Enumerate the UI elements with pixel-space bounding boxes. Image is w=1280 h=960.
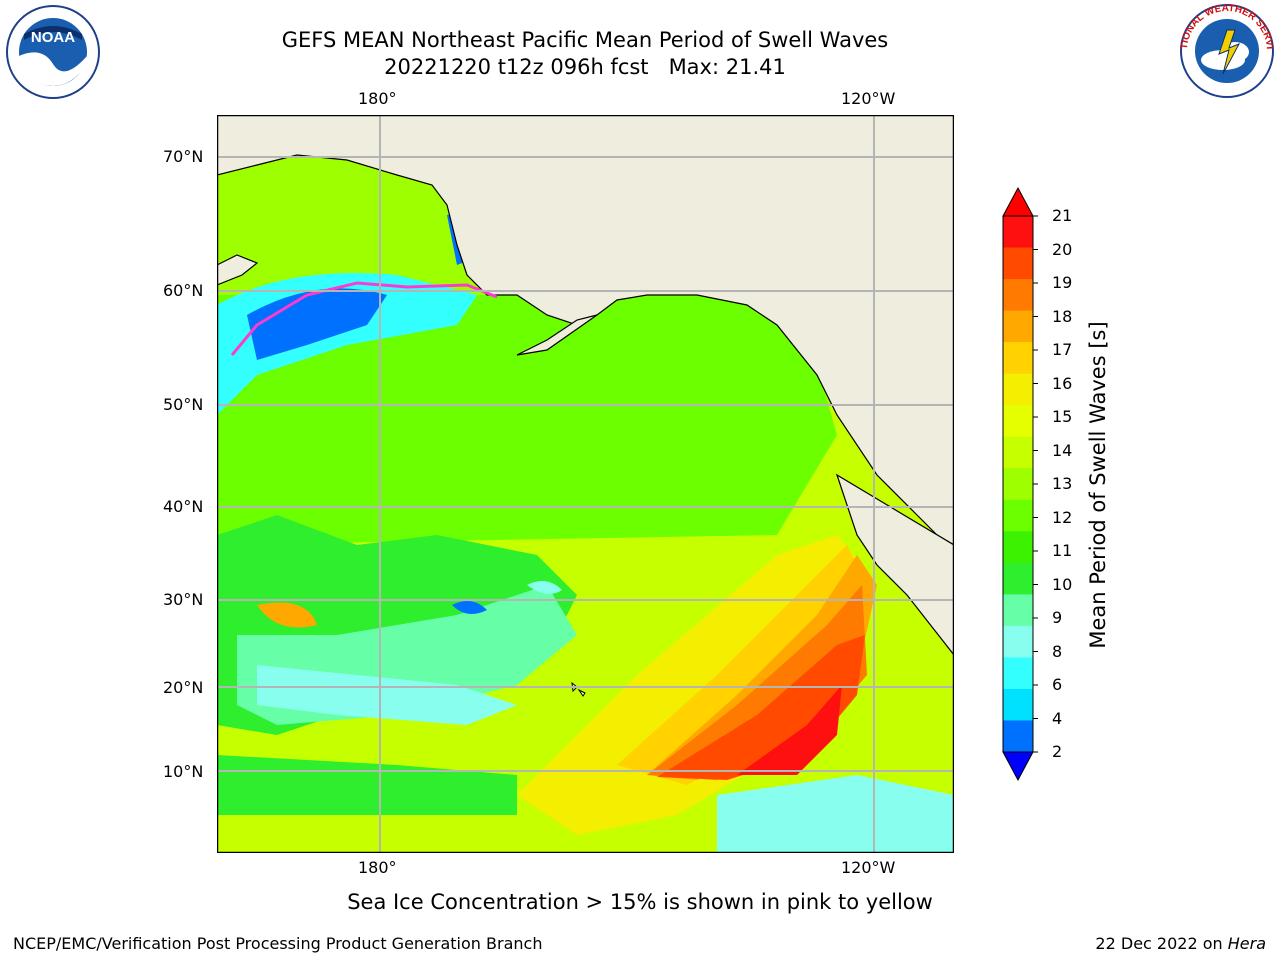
colorbar-tick-label: 19 bbox=[1052, 273, 1073, 292]
colorbar-tick-label: 16 bbox=[1052, 373, 1073, 393]
colorbar-band bbox=[1003, 468, 1033, 501]
lon-label-bottom-180: 180° bbox=[358, 858, 397, 877]
sea-ice-caption-text: Sea Ice Concentration > 15% is shown in … bbox=[347, 890, 933, 914]
noaa-logo-text: NOAA bbox=[31, 29, 75, 46]
colorbar-extend-bottom bbox=[1002, 751, 1034, 782]
field-region-bering-low bbox=[247, 288, 387, 360]
colorbar-tick-label: 17 bbox=[1052, 340, 1073, 359]
colorbar-band bbox=[1003, 216, 1033, 249]
colorbar-tick-label: 14 bbox=[1052, 440, 1073, 460]
field-region-cyan-band bbox=[257, 665, 517, 725]
field-patch-subtropical-low bbox=[452, 601, 487, 614]
field-region-tropical-east bbox=[717, 775, 954, 853]
colorbar-band bbox=[1003, 279, 1033, 312]
lat-label-20n: 20°N bbox=[163, 678, 204, 697]
colorbar-extend-top bbox=[1002, 186, 1034, 217]
colorbar-tick-label: 21 bbox=[1052, 206, 1073, 225]
sea-ice-edge bbox=[230, 281, 498, 356]
footer-date: 22 Dec 2022 on Hera bbox=[1095, 934, 1266, 953]
colorbar-tick-label: 12 bbox=[1052, 507, 1073, 527]
field-region-swell-max bbox=[737, 685, 842, 775]
colorbar-tick-label: 6 bbox=[1052, 675, 1063, 694]
map-border bbox=[217, 115, 954, 853]
colorbar-tick-label: 13 bbox=[1052, 474, 1073, 493]
colorbar-tick-label: 9 bbox=[1052, 608, 1063, 627]
lon-label-top-180: 180° bbox=[358, 89, 397, 108]
colorbar-band bbox=[1003, 247, 1033, 280]
colorbar-tick-label: 18 bbox=[1052, 306, 1073, 326]
colorbar-tick-label: 4 bbox=[1052, 708, 1063, 728]
colorbar-band bbox=[1003, 720, 1033, 753]
colorbar-band bbox=[1003, 657, 1033, 690]
colorbar-tick-label: 2 bbox=[1052, 742, 1063, 761]
colorbar bbox=[1002, 186, 1038, 782]
colorbar-band bbox=[1003, 342, 1033, 375]
lon-label-bottom-120w: 120°W bbox=[841, 858, 896, 877]
land-west-coast bbox=[835, 473, 954, 656]
noaa-logo: NOAA bbox=[6, 5, 100, 99]
map-title-line1: GEFS MEAN Northeast Pacific Mean Period … bbox=[281, 28, 889, 52]
graticule bbox=[217, 115, 954, 853]
map-title-line2: 20221220 t12z 096h fcst Max: 21.41 bbox=[384, 55, 786, 79]
sea-ice-caption: Sea Ice Concentration > 15% is shown in … bbox=[0, 890, 1280, 914]
colorbar-tick-label: 8 bbox=[1052, 641, 1063, 661]
field-patch-cyan bbox=[527, 581, 562, 594]
colorbar-band bbox=[1003, 594, 1033, 627]
colorbar-tick-marks bbox=[1033, 215, 1038, 753]
colorbar-tick-label: 20 bbox=[1052, 239, 1073, 259]
field-region-swell-orange bbox=[647, 555, 877, 780]
colorbar-band bbox=[1003, 688, 1033, 722]
footer-host: Hera bbox=[1227, 934, 1266, 953]
lat-label-10n: 10°N bbox=[163, 762, 204, 781]
lat-label-30n: 30°N bbox=[163, 590, 204, 609]
footer-credit: NCEP/EMC/Verification Post Processing Pr… bbox=[13, 934, 543, 953]
colorbar-band bbox=[1003, 373, 1033, 406]
colorbar-band bbox=[1003, 436, 1033, 469]
colorbar-band bbox=[1003, 531, 1033, 564]
colorbar-tick-label: 15 bbox=[1052, 407, 1073, 426]
field-patch-west-orange bbox=[257, 602, 317, 628]
nws-logo: NATIONAL WEATHER SERVICE bbox=[1177, 2, 1275, 98]
colorbar-band bbox=[1003, 499, 1033, 532]
colorbar-bands bbox=[1003, 216, 1033, 753]
swell-period-map bbox=[217, 115, 954, 853]
colorbar-band bbox=[1003, 405, 1033, 438]
land-alaska-peninsula bbox=[516, 314, 598, 356]
field-region-swell-gold bbox=[617, 545, 872, 785]
lat-label-60n: 60°N bbox=[163, 281, 204, 300]
lon-label-top-120w: 120°W bbox=[841, 89, 896, 108]
map-frame bbox=[217, 115, 954, 853]
land-kamchatka bbox=[217, 254, 259, 286]
lat-label-70n: 70°N bbox=[163, 147, 204, 166]
lat-label-50n: 50°N bbox=[163, 395, 204, 414]
colorbar-tick-label: 10 bbox=[1052, 574, 1073, 594]
footer-date-text: 22 Dec 2022 on bbox=[1095, 934, 1228, 953]
colorbar-band bbox=[1003, 625, 1033, 659]
colorbar-band bbox=[1003, 562, 1033, 595]
field-region-north-pacific bbox=[217, 295, 837, 545]
colorbar-tick-label: 11 bbox=[1052, 541, 1073, 560]
colorbar-label: Mean Period of Swell Waves [s] bbox=[1086, 321, 1110, 649]
colorbar-band bbox=[1003, 310, 1033, 343]
lat-label-40n: 40°N bbox=[163, 497, 204, 516]
